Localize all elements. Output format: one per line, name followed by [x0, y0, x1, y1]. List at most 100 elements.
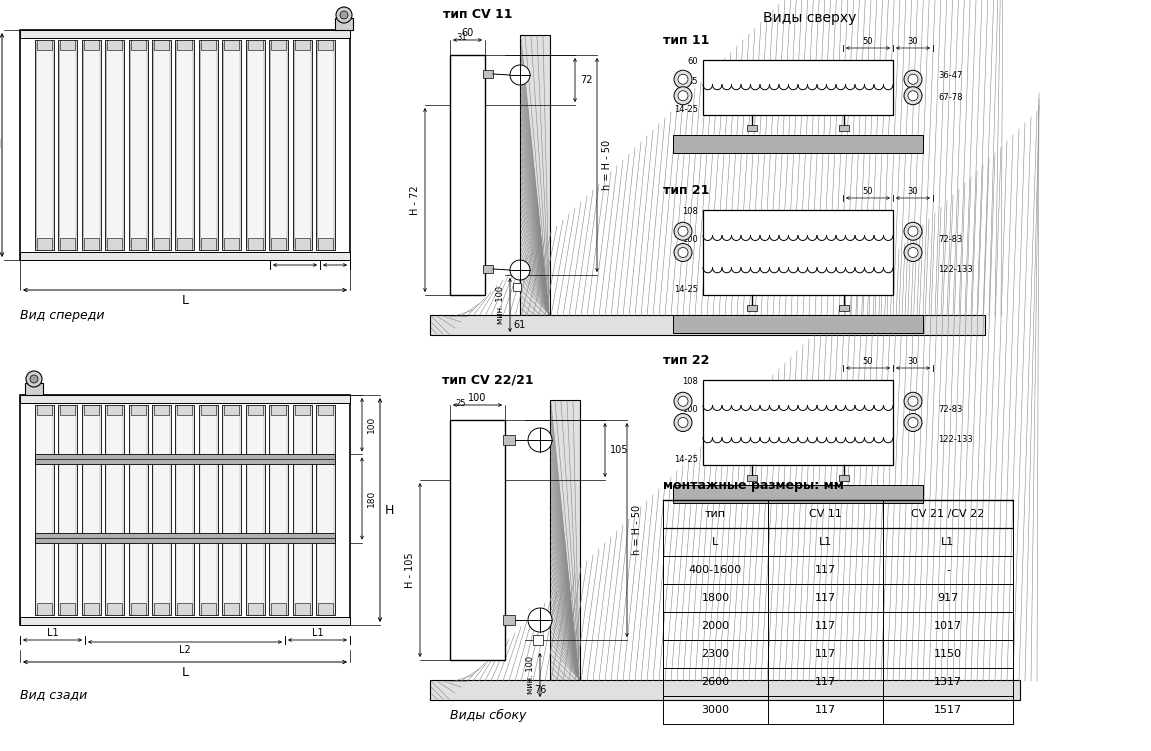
Text: 45: 45 [687, 77, 698, 86]
Text: 31: 31 [456, 34, 467, 43]
Bar [318, 40, 333, 50]
Bar [154, 408, 169, 612]
Text: H - 105: H - 105 [405, 552, 416, 588]
Circle shape [904, 392, 922, 410]
Bar [82, 405, 101, 615]
Bar [60, 405, 76, 415]
Bar [177, 603, 192, 615]
Text: монтажные размеры: мм: монтажные размеры: мм [663, 478, 844, 491]
Bar [154, 238, 169, 250]
Bar [60, 408, 76, 612]
Text: 117: 117 [815, 565, 836, 575]
Text: Виды сбоку: Виды сбоку [450, 708, 526, 722]
Text: 50: 50 [289, 254, 300, 263]
Bar [550, 400, 580, 680]
Bar [154, 43, 169, 247]
Bar [59, 405, 77, 615]
Bar [177, 405, 192, 415]
Text: 108: 108 [683, 207, 698, 216]
Bar [154, 40, 169, 50]
Bar [318, 405, 333, 415]
Bar [483, 265, 493, 273]
Bar [224, 238, 239, 250]
Circle shape [340, 11, 348, 19]
Bar [272, 43, 287, 247]
Circle shape [908, 248, 918, 258]
Bar [503, 435, 514, 445]
Text: 72-83: 72-83 [938, 406, 962, 415]
Bar [152, 405, 171, 615]
Bar [295, 40, 310, 50]
Bar [839, 125, 849, 131]
Text: 25: 25 [456, 399, 466, 408]
Bar [131, 238, 146, 250]
Circle shape [908, 91, 918, 101]
Text: 1800: 1800 [701, 593, 730, 603]
Bar [224, 408, 239, 612]
Bar [107, 408, 122, 612]
Bar [105, 405, 124, 615]
Text: 1317: 1317 [933, 677, 962, 687]
Circle shape [674, 71, 692, 89]
Bar [37, 603, 52, 615]
Bar [175, 405, 195, 615]
Bar [37, 43, 52, 247]
Bar [105, 40, 124, 250]
Circle shape [904, 414, 922, 432]
Bar [269, 405, 288, 615]
Bar [201, 40, 216, 50]
Bar [84, 43, 99, 247]
Text: 60: 60 [462, 28, 473, 38]
Bar [295, 405, 310, 415]
Text: 400-1600: 400-1600 [689, 565, 742, 575]
Bar [295, 408, 310, 612]
Bar [37, 408, 52, 612]
Bar [152, 40, 171, 250]
Bar [747, 475, 757, 481]
Text: 100: 100 [683, 406, 698, 415]
Bar [201, 238, 216, 250]
Bar [131, 405, 146, 415]
Bar [129, 405, 147, 615]
Bar [224, 43, 239, 247]
Bar [154, 405, 169, 415]
Text: тип CV 11: тип CV 11 [443, 8, 512, 22]
Bar [60, 238, 76, 250]
Bar [335, 18, 353, 30]
Text: L1: L1 [818, 537, 832, 547]
Bar [222, 405, 242, 615]
Circle shape [908, 74, 918, 84]
Bar [20, 30, 350, 38]
Bar [224, 40, 239, 50]
Bar [269, 40, 288, 250]
Bar [318, 408, 333, 612]
Bar [35, 405, 54, 615]
Circle shape [674, 392, 692, 410]
Text: 60: 60 [687, 58, 698, 67]
Bar [175, 40, 195, 250]
Bar [60, 603, 76, 615]
Bar [247, 408, 262, 612]
Bar [224, 603, 239, 615]
Bar [272, 405, 287, 415]
Circle shape [904, 71, 922, 89]
Text: 36-47: 36-47 [938, 71, 962, 80]
Text: 30: 30 [329, 254, 341, 263]
Text: Вид сзади: Вид сзади [20, 689, 87, 701]
Bar [318, 43, 333, 247]
Text: 30: 30 [908, 188, 918, 197]
Bar [82, 40, 101, 250]
Text: тип 22: тип 22 [663, 354, 709, 366]
Circle shape [678, 397, 688, 406]
Bar [247, 603, 262, 615]
Bar [673, 485, 923, 503]
Bar [317, 405, 335, 615]
Bar [199, 40, 218, 250]
Bar [35, 454, 335, 464]
Bar [450, 55, 485, 295]
Text: 100: 100 [367, 416, 376, 433]
Circle shape [674, 243, 692, 261]
Bar [20, 30, 350, 260]
Text: 50: 50 [863, 188, 874, 197]
Bar [84, 603, 99, 615]
